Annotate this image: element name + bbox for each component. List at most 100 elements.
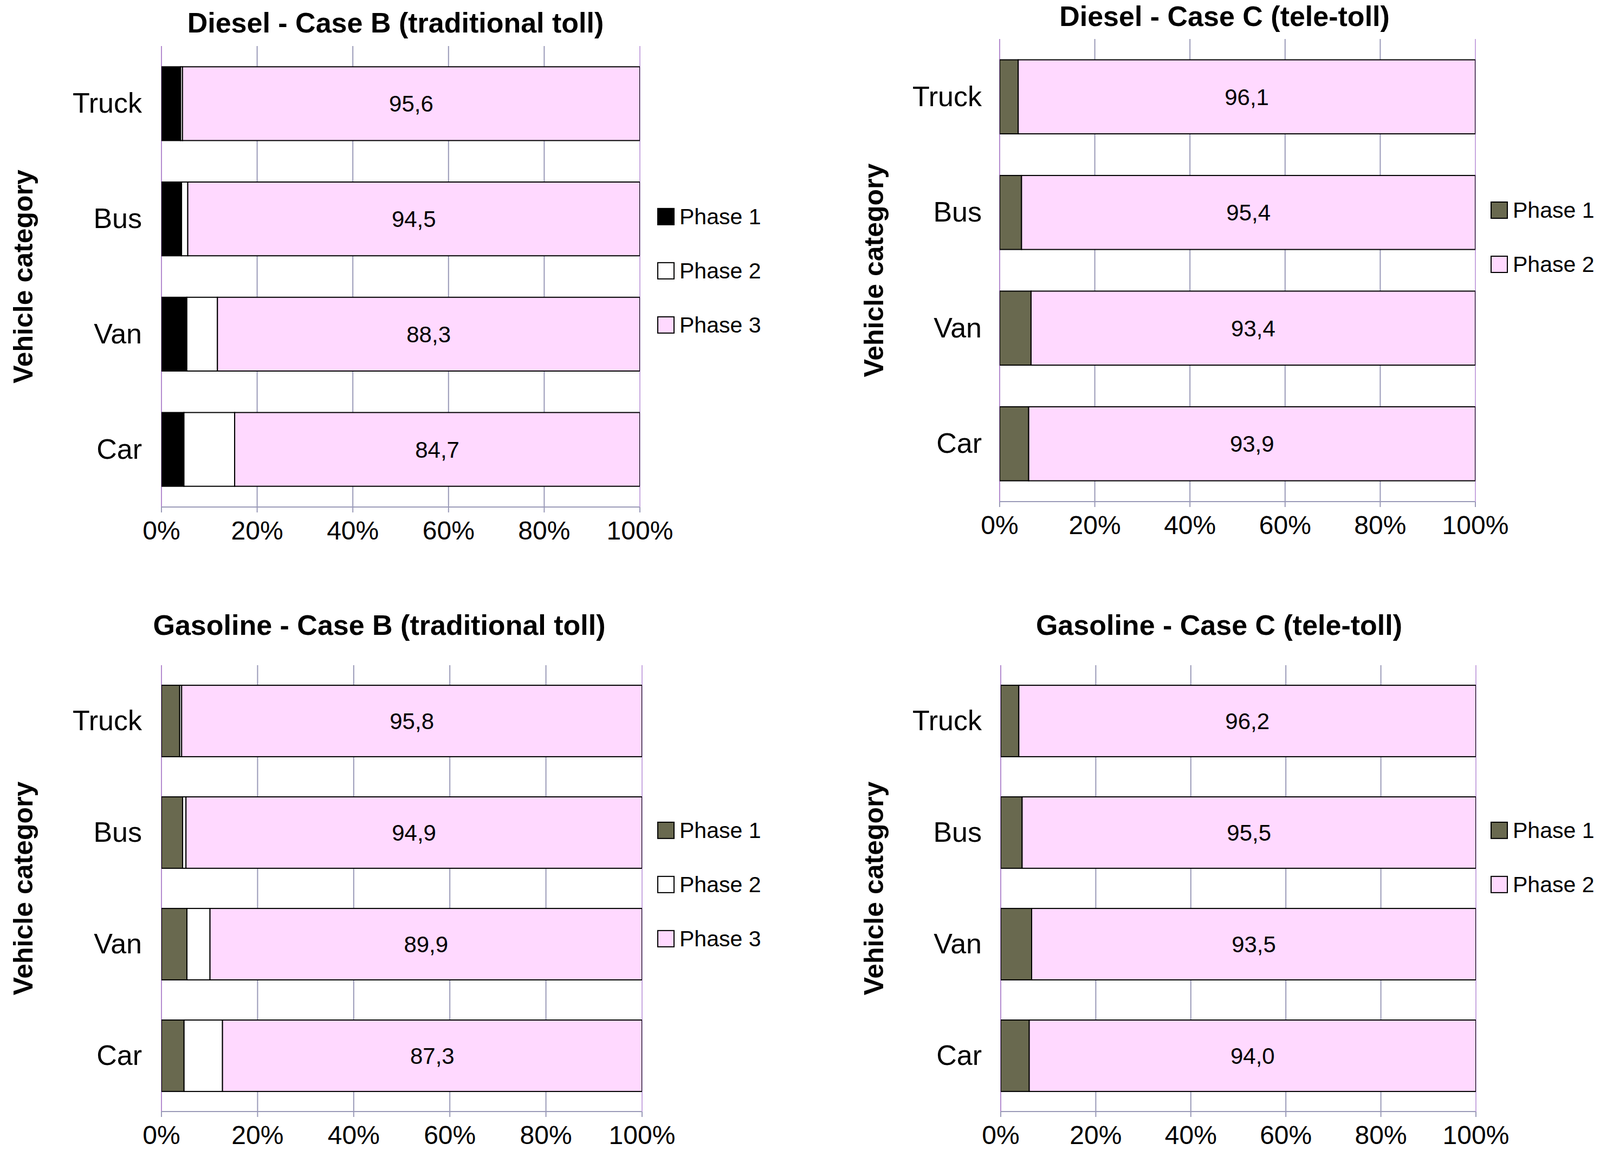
chart-title: Diesel - Case B (traditional toll) xyxy=(187,7,605,39)
chart-title: Gasoline - Case C (tele-toll) xyxy=(1035,609,1403,641)
figure: Diesel - Case B (traditional toll) Vehicl… xyxy=(0,0,1600,1150)
tick-mark xyxy=(449,1111,451,1118)
bar-segment xyxy=(999,406,1029,482)
axis-line xyxy=(1000,1111,1476,1113)
legend-swatch xyxy=(1491,822,1508,839)
tick-mark xyxy=(1000,1111,1002,1118)
tick-mark xyxy=(353,1111,355,1118)
category-label: Truck xyxy=(912,80,983,113)
bar-segment xyxy=(184,1020,223,1092)
bar-segment xyxy=(217,297,640,372)
legend-swatch xyxy=(657,822,675,839)
tick-label: 80% xyxy=(517,516,570,546)
category-label: Car xyxy=(96,433,142,465)
bar-segment xyxy=(181,685,643,757)
legend-entry: Phase 2 xyxy=(679,872,761,898)
tick-label: 80% xyxy=(1355,1121,1408,1150)
bar-segment xyxy=(161,685,180,757)
tick-label: 0% xyxy=(142,516,180,546)
tick-mark xyxy=(1094,501,1096,508)
tick-label: 20% xyxy=(1069,510,1122,540)
legend-entry: Phase 1 xyxy=(679,818,761,844)
bar-segment xyxy=(186,297,218,372)
category-label: Car xyxy=(936,1039,982,1072)
tick-mark xyxy=(1285,1111,1287,1118)
category-label: Van xyxy=(93,928,142,960)
category-label: Bus xyxy=(933,816,982,848)
bar-segment xyxy=(1000,797,1022,869)
data-label: 96,1 xyxy=(1224,84,1269,110)
bar-segment xyxy=(999,290,1032,366)
legend-swatch xyxy=(657,316,675,334)
tick-mark xyxy=(256,1111,258,1118)
tick-label: 60% xyxy=(422,516,475,546)
tick-label: 60% xyxy=(1259,510,1312,540)
legend-swatch xyxy=(1491,202,1508,219)
category-label: Car xyxy=(96,1039,142,1072)
legend-swatch xyxy=(657,262,675,280)
bar-segment xyxy=(181,182,188,256)
tick-label: 100% xyxy=(606,516,674,546)
tick-mark xyxy=(1284,501,1286,508)
bar-segment xyxy=(161,797,183,869)
tick-mark xyxy=(543,507,545,513)
data-labels: 95,894,989,987,3 xyxy=(389,708,455,1070)
tick-mark xyxy=(1380,1111,1382,1118)
category-label: Car xyxy=(936,427,982,459)
category-label: Van xyxy=(933,312,982,344)
bar-segment xyxy=(210,908,643,981)
bar-segment xyxy=(161,1020,185,1092)
tick-label: 20% xyxy=(231,1121,284,1150)
tick-mark xyxy=(1474,501,1476,508)
bar-segment xyxy=(161,908,187,981)
tick-mark xyxy=(1095,1111,1097,1118)
bar-segment xyxy=(234,412,640,487)
data-label: 88,3 xyxy=(406,321,451,348)
tick-label: 40% xyxy=(327,1121,380,1150)
bar-segment xyxy=(184,412,236,487)
tick-label: 60% xyxy=(423,1121,476,1150)
legend-swatch xyxy=(1491,256,1508,273)
bar-segment xyxy=(999,175,1022,250)
tick-mark xyxy=(1190,1111,1192,1118)
legend-swatch xyxy=(1491,876,1508,893)
data-label: 94,0 xyxy=(1230,1043,1275,1070)
chart-panel: Diesel - Case C (tele-toll) Vehicle categ… xyxy=(858,0,1595,540)
data-labels: 96,295,593,594,0 xyxy=(1225,708,1276,1070)
tick-mark xyxy=(160,507,163,513)
tick-label: 0% xyxy=(142,1121,180,1150)
bar-segment xyxy=(186,908,211,981)
category-label: Truck xyxy=(72,704,143,737)
legend-swatch xyxy=(657,876,675,893)
axis-line xyxy=(999,501,1476,503)
bars xyxy=(999,59,1476,481)
chart-title: Diesel - Case C (tele-toll) xyxy=(1059,0,1390,32)
tick-label: 80% xyxy=(520,1121,573,1150)
tick-mark xyxy=(352,507,354,513)
tick-mark xyxy=(256,507,258,513)
tick-label: 60% xyxy=(1259,1121,1312,1150)
bar-segment xyxy=(185,797,643,869)
bars xyxy=(161,66,640,487)
data-labels: 95,694,588,384,7 xyxy=(389,91,460,463)
bar-segment xyxy=(161,66,181,141)
bar-segment xyxy=(222,1020,643,1092)
tick-label: 80% xyxy=(1354,510,1407,540)
tick-label: 0% xyxy=(981,1121,1020,1150)
axis-label: Vehicle category xyxy=(8,781,39,996)
chart-panel: Gasoline - Case C (tele-toll)Vehicle cat… xyxy=(858,609,1595,1150)
data-label: 89,9 xyxy=(403,931,449,958)
tick-mark xyxy=(545,1111,547,1118)
tick-label: 100% xyxy=(609,1121,676,1150)
data-label: 93,4 xyxy=(1231,315,1276,342)
bar-segment xyxy=(1031,290,1476,366)
bar-segment xyxy=(1021,175,1476,250)
bar-segment xyxy=(161,412,185,487)
tick-mark xyxy=(1379,501,1381,508)
axis-line xyxy=(161,1111,643,1113)
data-label: 96,2 xyxy=(1225,708,1270,735)
legend-entry: Phase 2 xyxy=(1512,251,1595,277)
tick-mark xyxy=(639,507,641,513)
tick-label: 40% xyxy=(326,516,379,546)
axis-label: Vehicle category xyxy=(858,163,890,378)
